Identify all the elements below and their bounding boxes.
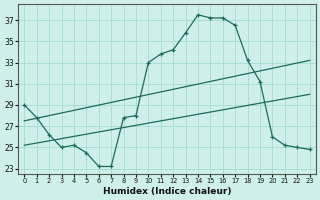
X-axis label: Humidex (Indice chaleur): Humidex (Indice chaleur) bbox=[103, 187, 231, 196]
